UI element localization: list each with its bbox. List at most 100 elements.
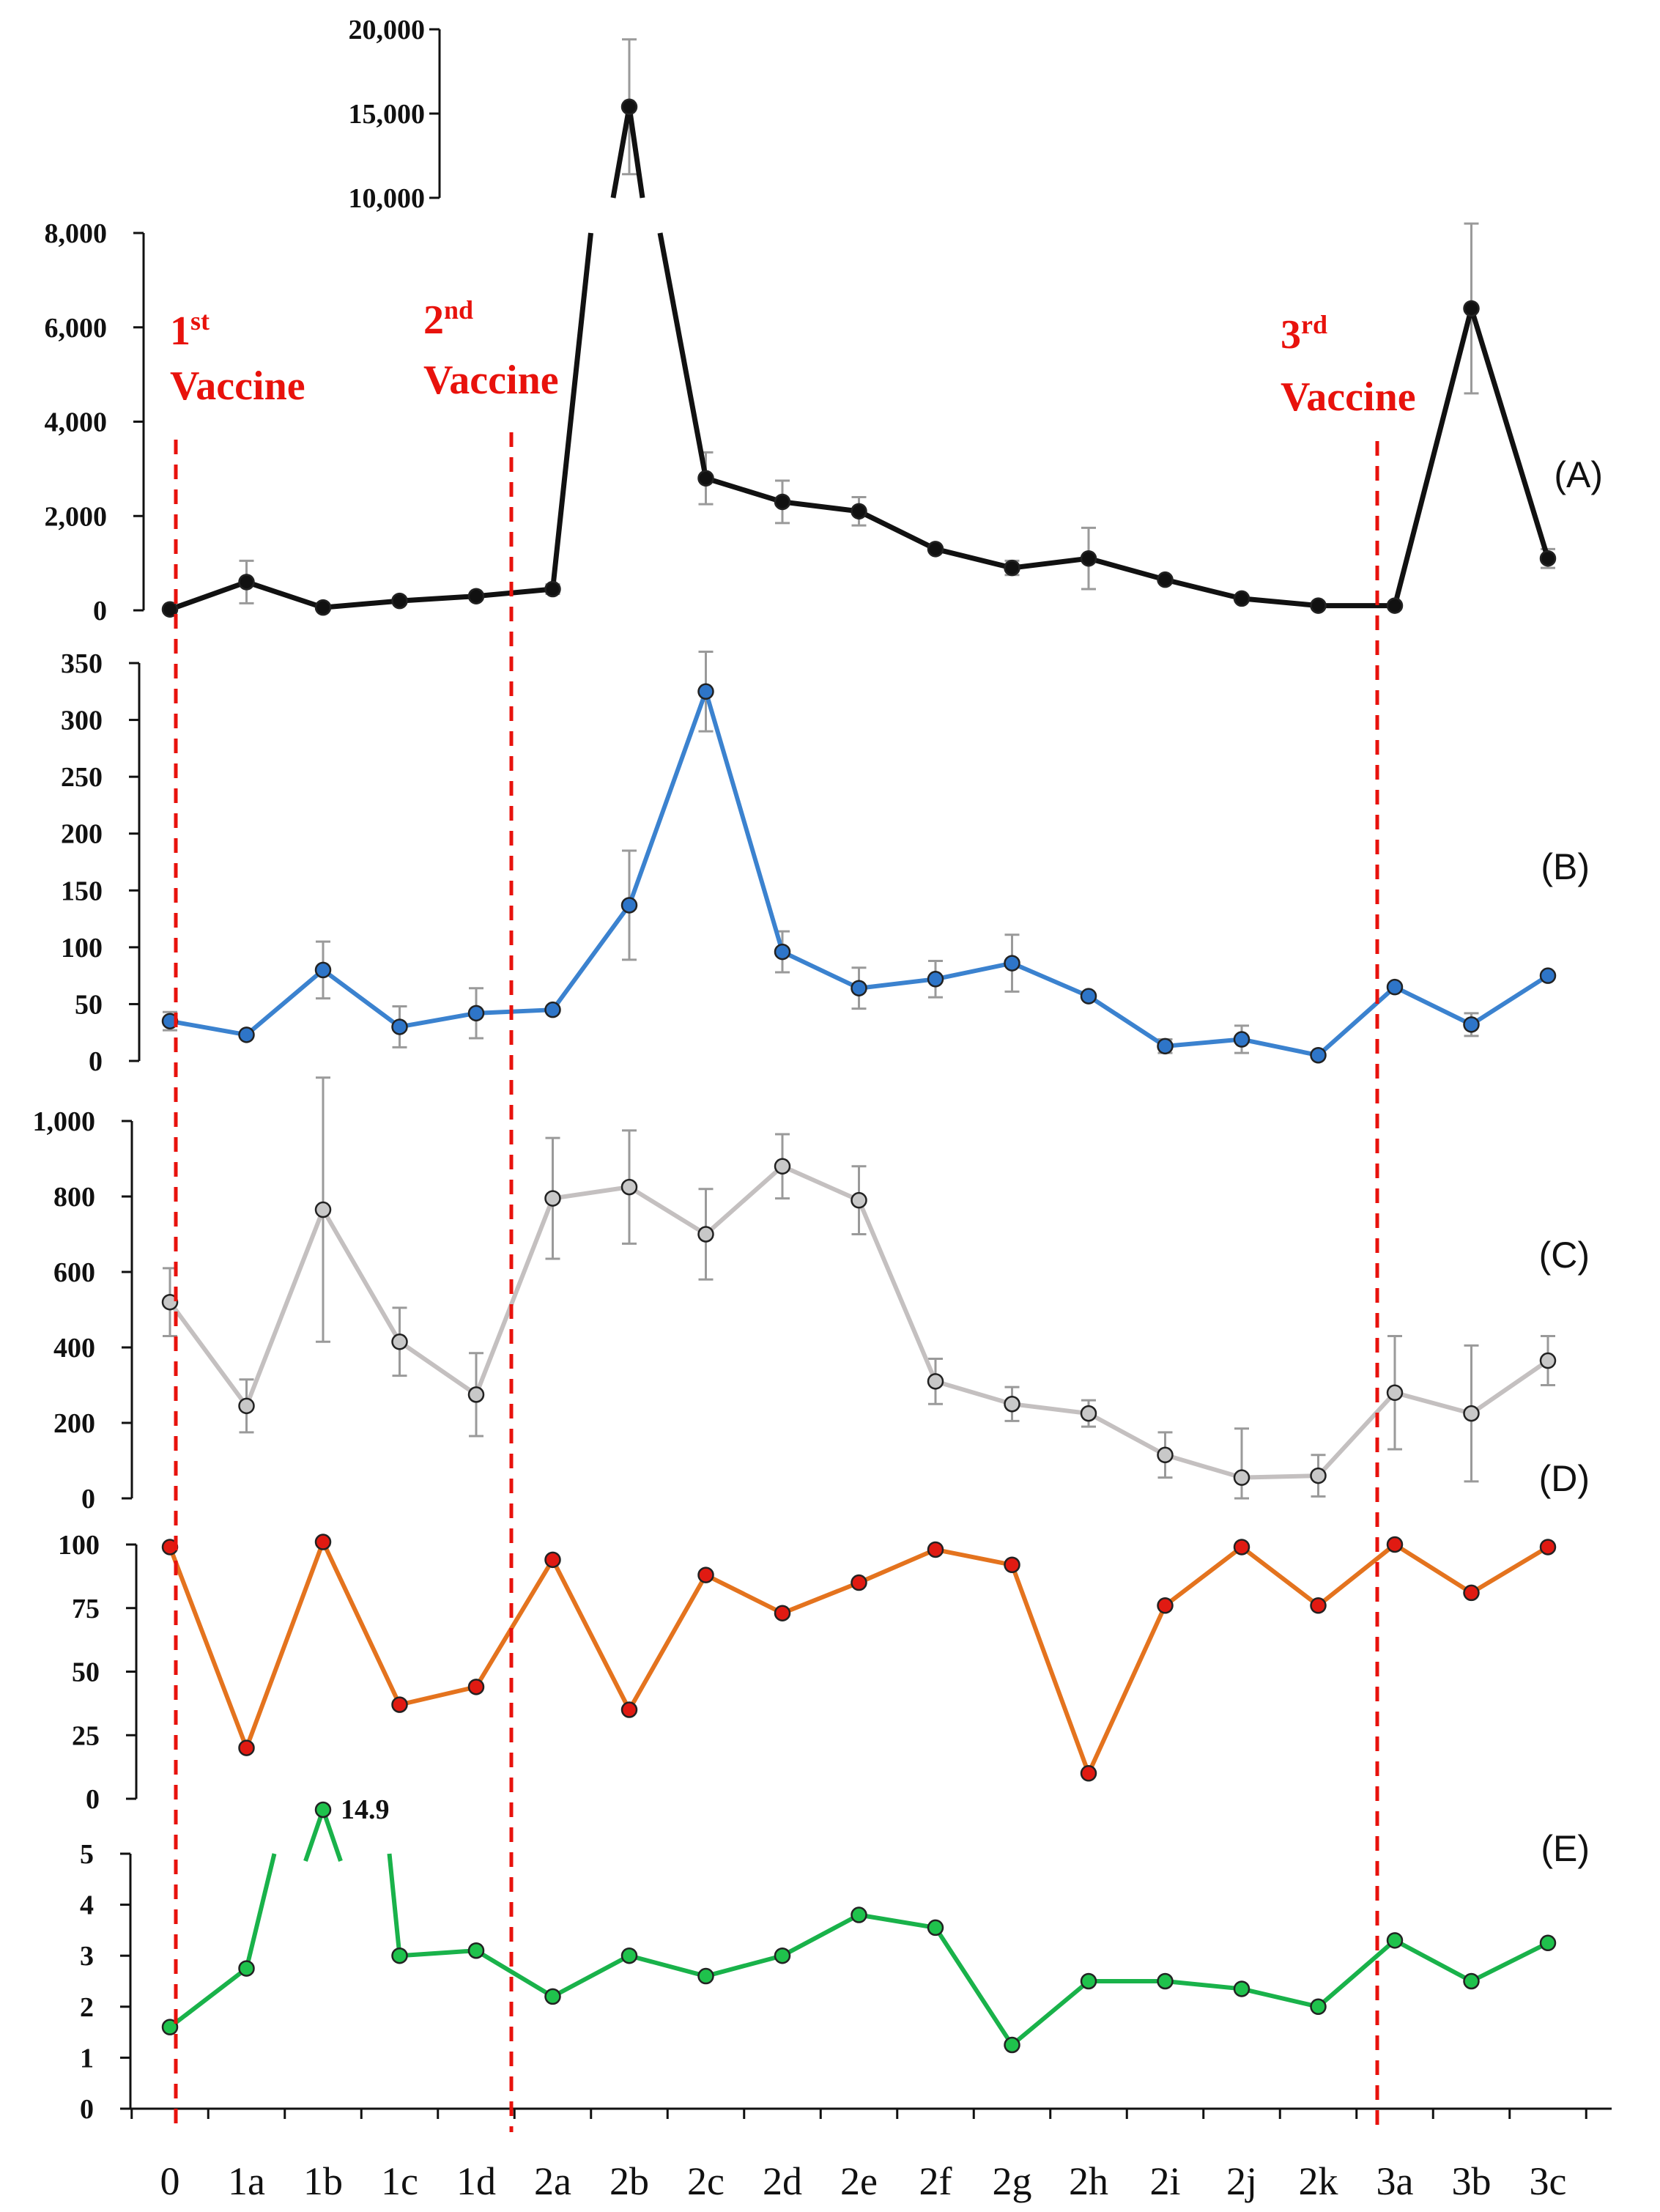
data-point [1539,1934,1557,1952]
data-point [1004,955,1020,972]
data-point [314,1201,332,1218]
data-point [620,98,638,116]
data-point [1463,1972,1480,1990]
data-point [391,1018,408,1035]
y-tick-label: 6,000 [45,313,108,344]
x-tick-label: 2b [609,2159,649,2203]
x-tick-label: 2f [919,2159,952,2203]
panel-label: (E) [1541,1828,1590,1869]
data-point [544,1001,561,1018]
vaccine-ordinal-suffix: st [190,306,210,336]
data-point [1080,988,1097,1005]
x-tick-label: 2i [1149,2159,1180,2203]
vaccine-ordinal-suffix: rd [1301,310,1327,339]
y-tick-label: 5 [80,1839,94,1870]
data-point [544,580,561,598]
y-tick-label: 800 [53,1182,95,1213]
y-tick-label: 250 [61,762,103,793]
series-line-e-right [399,1912,1549,2047]
series-4 [161,1801,1557,2054]
data-point [1539,967,1557,984]
data-label: 14.9 [341,1794,390,1825]
y-tick-label-upper: 10,000 [349,183,426,214]
data-point [774,493,791,511]
x-tick-label: 3a [1376,2159,1414,2203]
vaccine-label: Vaccine [423,358,559,403]
series-layer [161,38,1557,2054]
data-point [161,601,179,618]
y-tick-label: 50 [75,989,103,1020]
data-point [620,897,638,914]
y-tick-label: 200 [61,819,103,850]
data-point [161,2019,179,2035]
data-point [1080,1405,1097,1422]
y-tick-label: 75 [72,1594,100,1624]
y-tick-label: 600 [53,1257,95,1288]
data-point [927,971,944,988]
series-line-a-peak [610,106,645,199]
series-3 [161,1534,1557,1782]
data-point [1233,1469,1250,1486]
data-point [1310,1998,1327,2016]
y-tick-label: 0 [93,596,107,626]
panel-label: (C) [1539,1235,1590,1276]
data-point [1463,1016,1480,1033]
x-tick-label: 2d [763,2159,802,2203]
series-1 [161,650,1557,1064]
data-point [620,1947,638,1964]
x-tick-label: 2g [993,2159,1032,2203]
y-tick-label: 1 [80,2043,94,2074]
y-tick-label: 100 [58,1530,100,1561]
vaccine-ordinal-number: 2 [423,297,444,343]
data-point [314,599,332,616]
y-tick-label: 200 [53,1408,95,1439]
y-tick-label: 100 [61,933,103,963]
data-point [851,980,867,996]
x-tick-label: 2e [840,2159,878,2203]
data-point [1386,978,1404,996]
y-tick-label: 8,000 [45,218,108,249]
data-point [391,592,408,610]
data-point [544,1551,561,1569]
x-tick-label: 1d [456,2159,496,2203]
y-tick-label: 4,000 [45,407,108,438]
data-point [1310,597,1327,614]
x-tick-label: 2c [687,2159,725,2203]
data-point [1539,1352,1557,1369]
vaccine-ordinal: 3rd [1281,310,1327,358]
data-point [774,1158,791,1175]
y-tick-label: 150 [61,876,103,906]
data-point [238,1027,255,1043]
y-tick-label: 0 [89,1046,103,1077]
data-point [927,1541,944,1558]
data-point [1157,571,1174,588]
data-point [697,683,714,700]
vaccine-label: Vaccine [1281,374,1416,420]
x-tick-label: 2a [534,2159,571,2203]
series-line-e-rise [244,1853,277,1969]
y-tick-label: 4 [80,1890,94,1921]
data-point [620,1701,638,1718]
y-tick-label: 2 [80,1992,94,2023]
data-point [1310,1046,1327,1064]
data-point [391,1947,408,1964]
vaccine-markers-layer [174,432,1379,2132]
data-point [238,1739,255,1756]
data-point [467,1386,485,1403]
panel-label: (B) [1541,846,1590,887]
data-point [697,1967,714,1985]
y-tick-label-upper: 15,000 [349,99,426,130]
data-point [1233,590,1250,607]
x-tick-label: 2h [1069,2159,1108,2203]
data-point [544,1988,561,2005]
data-point [467,1005,485,1022]
vaccine-ordinal: 1st [170,306,210,354]
vaccine-ordinal-number: 1 [170,308,190,354]
data-point [851,1574,867,1591]
data-point [851,1191,867,1209]
data-point [314,961,332,979]
y-tick-label: 350 [61,648,103,679]
data-point [774,1947,791,1964]
x-tick-label: 1c [381,2159,418,2203]
